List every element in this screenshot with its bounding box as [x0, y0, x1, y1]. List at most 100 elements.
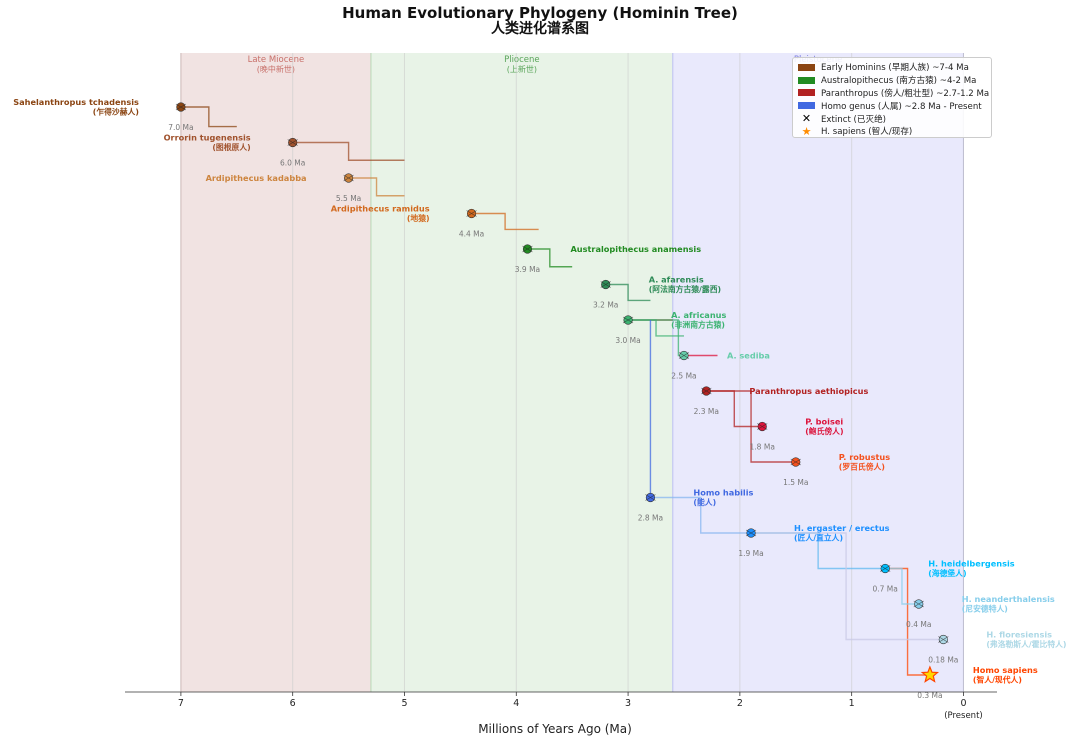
species-name: Orrorin tugenensis	[164, 133, 251, 143]
species-name: A. sediba	[727, 351, 770, 361]
legend-item: ✕ Extinct (已灭绝)	[798, 112, 986, 125]
extinct-mark	[790, 458, 801, 466]
species-name-cn: (弗洛勒斯人/霍比特人)	[986, 639, 1066, 649]
legend-swatch	[798, 89, 815, 97]
epoch-label: Pliocene	[504, 55, 540, 65]
legend-label: Homo genus (人属) ~2.8 Ma - Present	[821, 101, 982, 112]
extinct-mark	[645, 494, 656, 501]
x-tick-label: 7	[178, 698, 184, 709]
species-name-cn: (能人)	[693, 497, 716, 507]
legend-item: Paranthropus (傍人/粗壮型) ~2.7-1.2 Ma	[798, 87, 990, 100]
x-tick-label: 2	[737, 698, 743, 709]
extinct-mark	[622, 316, 634, 324]
species-name-cn: (非洲南方古猿)	[671, 320, 725, 330]
chart-legend: Early Hominins (早期人族) ~7-4 Ma Australopit…	[792, 57, 992, 138]
species-name: A. afarensis	[649, 275, 704, 285]
species-name: H. neanderthalensis	[962, 594, 1055, 604]
species-name: Sahelanthropus tchadensis	[13, 97, 139, 107]
branch-line	[180, 106, 237, 128]
epoch-band	[672, 53, 964, 692]
legend-item: ★ H. sapiens (智人/现存)	[798, 125, 986, 138]
epoch-label: Late Miocene	[248, 55, 305, 65]
x-tick-label: 6	[290, 698, 296, 709]
species-name-cn: (地猿)	[407, 213, 430, 223]
species-name: Ardipithecus kadabba	[206, 173, 307, 183]
branch-line	[885, 567, 919, 605]
legend-label: Paranthropus (傍人/粗壮型) ~2.7-1.2 Ma	[821, 88, 990, 99]
legend-item: Homo genus (人属) ~2.8 Ma - Present	[798, 99, 986, 112]
chart-subtitle: 人类进化谱系图	[491, 21, 589, 37]
species-name-cn: (尼安德特人)	[962, 604, 1008, 614]
extinct-mark	[466, 210, 477, 217]
x-tick-label: 3	[625, 698, 631, 709]
legend-label: Australopithecus (南方古猿) ~4-2 Ma	[821, 76, 977, 87]
epoch-band	[370, 53, 673, 692]
species-name: Ardipithecus ramidus	[331, 204, 430, 214]
extinct-mark	[757, 423, 768, 430]
x-tick-label: 1	[849, 698, 855, 709]
species-age-label: 5.5 Ma	[336, 194, 361, 203]
branch-line	[605, 283, 651, 302]
extinct-mark	[678, 352, 690, 359]
x-tick-label: 4	[513, 698, 519, 709]
species-name: Homo habilis	[693, 488, 753, 498]
x-tick-label: 0	[960, 698, 966, 709]
branch-line	[751, 532, 944, 641]
species-name: Homo sapiens	[973, 665, 1038, 675]
species-name-cn: (鲍氏傍人)	[805, 426, 843, 436]
extinct-mark	[343, 174, 354, 182]
species-age-label: 1.8 Ma	[750, 443, 775, 452]
species-age-label: 2.5 Ma	[671, 372, 696, 381]
species-name-cn: (智人/现代人)	[973, 675, 1022, 685]
species-age-label: 3.9 Ma	[515, 265, 540, 274]
extinct-mark	[175, 103, 187, 111]
species-age-label: 7.0 Ma	[168, 123, 193, 132]
species-name-cn: (匠人/直立人)	[794, 533, 843, 543]
branch-line	[706, 390, 796, 463]
epoch-band	[180, 53, 371, 692]
species-name-cn: (图根原人)	[212, 142, 250, 152]
species-name: H. ergaster / erectus	[794, 523, 890, 533]
extinct-mark	[701, 387, 712, 395]
branch-line	[527, 248, 573, 268]
branch-line	[348, 177, 405, 197]
x-icon: ✕	[801, 112, 812, 126]
species-name: A. africanus	[671, 310, 726, 320]
legend-swatch	[798, 76, 815, 84]
species-age-label: 0.18 Ma	[928, 656, 958, 665]
species-name: P. robustus	[839, 452, 890, 462]
chart-title: Human Evolutionary Phylogeny (Hominin Tr…	[342, 4, 738, 22]
species-name: P. boisei	[805, 417, 843, 427]
species-name-cn: (海德堡人)	[928, 568, 966, 578]
extinct-mark	[745, 529, 757, 537]
legend-swatch	[798, 63, 815, 71]
species-age-label: 1.9 Ma	[738, 549, 763, 558]
star-icon: ★	[801, 124, 812, 138]
extinct-mark	[938, 636, 949, 643]
species-name-cn: (乍得沙赫人)	[93, 107, 139, 117]
branch-line	[471, 212, 539, 231]
extinct-mark	[880, 565, 891, 572]
legend-label: Early Hominins (早期人族) ~7-4 Ma	[821, 63, 969, 74]
species-name: H. floresiensis	[986, 630, 1052, 640]
species-age-label: 0.3 Ma	[917, 691, 942, 700]
branch-line	[628, 319, 684, 337]
legend-label: H. sapiens (智人/现存)	[821, 127, 913, 138]
species-name-cn: (罗百氏傍人)	[839, 462, 885, 472]
legend-item: Early Hominins (早期人族) ~7-4 Ma	[798, 61, 986, 74]
extinct-mark	[522, 245, 533, 253]
species-age-label: 2.3 Ma	[694, 407, 719, 416]
species-age-label: 0.4 Ma	[906, 620, 931, 629]
species-marker	[920, 665, 940, 683]
extinct-mark	[600, 281, 611, 288]
species-age-label: 3.2 Ma	[593, 301, 618, 310]
branch-line	[292, 141, 405, 161]
branch-line	[650, 496, 752, 534]
legend-item: Australopithecus (南方古猿) ~4-2 Ma	[798, 74, 986, 87]
species-name: Australopithecus anamensis	[570, 244, 701, 254]
epoch-label-cn: (晚中新世)	[257, 64, 295, 74]
present-label: (Present)	[944, 711, 983, 721]
species-age-label: 3.0 Ma	[615, 336, 640, 345]
species-age-label: 6.0 Ma	[280, 159, 305, 168]
